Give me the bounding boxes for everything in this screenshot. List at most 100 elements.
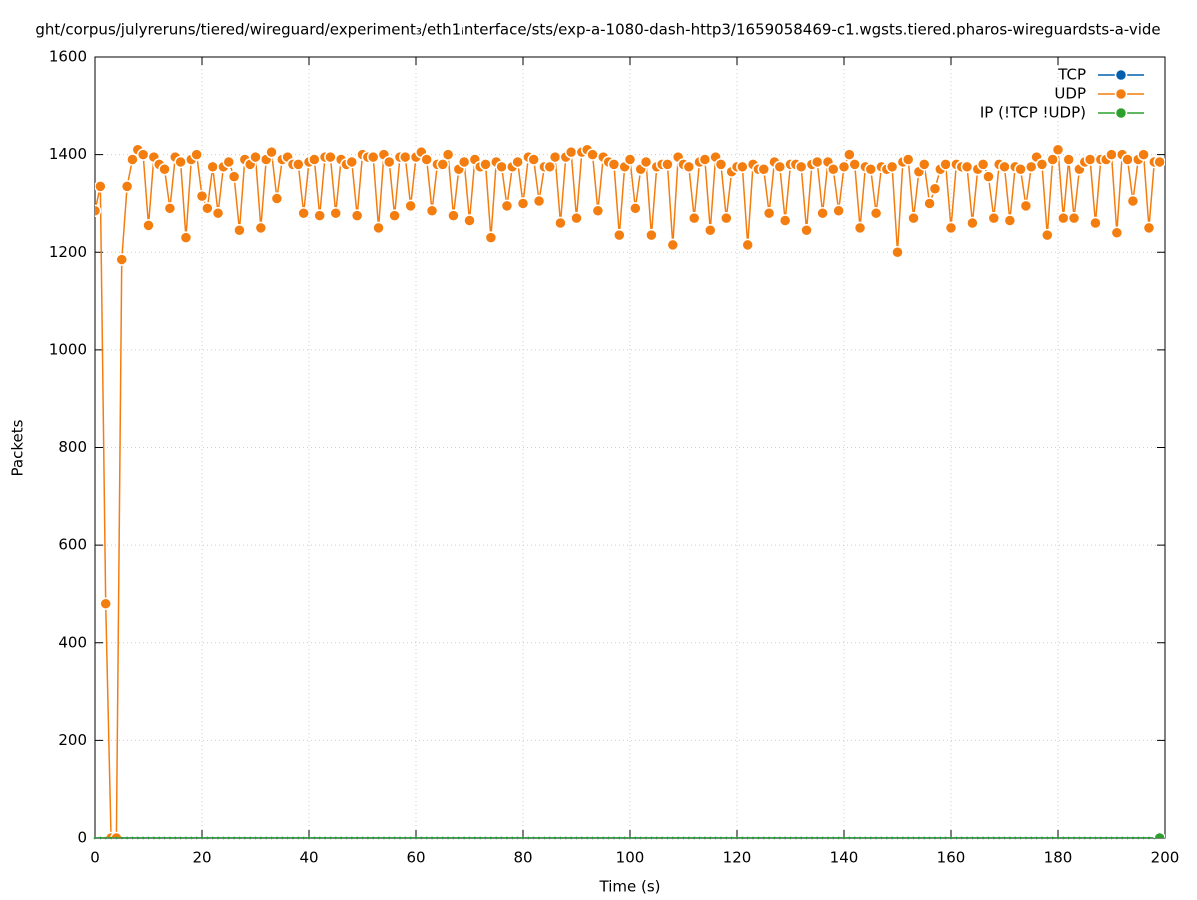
point: [446, 836, 450, 840]
y-tick-label: 1600: [49, 48, 87, 66]
point: [457, 836, 460, 840]
point: [1147, 836, 1151, 840]
point: [843, 148, 856, 161]
point: [109, 836, 113, 840]
point: [837, 160, 851, 174]
point: [612, 836, 616, 840]
point: [965, 836, 969, 840]
point: [1035, 836, 1038, 840]
point: [500, 836, 503, 840]
point: [190, 836, 193, 840]
point: [607, 836, 610, 840]
point: [201, 202, 214, 215]
point: [1046, 836, 1049, 840]
point: [719, 836, 723, 840]
point: [998, 160, 1011, 174]
point: [532, 194, 546, 208]
point: [211, 206, 225, 220]
point: [291, 836, 295, 840]
point: [1003, 214, 1017, 227]
point: [521, 836, 525, 840]
point: [960, 160, 974, 174]
point: [174, 155, 187, 169]
point: [308, 153, 321, 166]
point: [639, 836, 642, 840]
point: [1030, 836, 1033, 840]
point: [254, 221, 268, 235]
point: [821, 836, 824, 840]
point: [976, 158, 990, 171]
point: [693, 836, 696, 840]
point: [746, 836, 749, 840]
point: [966, 216, 979, 230]
point: [1057, 211, 1070, 225]
point: [516, 836, 519, 840]
x-tick-label: 180: [1044, 849, 1073, 867]
point: [158, 836, 161, 840]
point: [1137, 836, 1140, 840]
point: [778, 836, 781, 840]
point: [987, 211, 1001, 225]
point: [141, 836, 145, 840]
point: [564, 145, 578, 159]
point: [703, 836, 707, 840]
point: [537, 836, 541, 840]
point: [249, 150, 262, 164]
x-tick-label: 0: [90, 849, 100, 867]
y-tick-label: 0: [77, 829, 87, 847]
point: [527, 153, 540, 166]
point: [425, 836, 428, 840]
point: [452, 836, 455, 840]
y-axis-label: Packets: [9, 419, 27, 476]
x-tick-label: 40: [299, 849, 318, 867]
x-tick-label: 120: [723, 849, 752, 867]
point: [901, 153, 915, 166]
point: [1099, 836, 1103, 840]
point: [981, 836, 985, 840]
point: [880, 836, 883, 840]
point: [420, 836, 423, 840]
point: [350, 209, 364, 222]
point: [741, 836, 744, 840]
point: [736, 160, 749, 174]
point: [826, 836, 830, 840]
point: [725, 836, 728, 840]
point: [1153, 155, 1165, 169]
point: [383, 155, 396, 169]
point: [1051, 143, 1065, 156]
point: [168, 836, 172, 840]
point: [500, 199, 514, 213]
point: [1035, 158, 1049, 171]
point: [232, 836, 236, 840]
point: [1072, 836, 1076, 840]
point: [339, 836, 343, 840]
point: [1094, 836, 1097, 840]
point: [666, 238, 680, 252]
point: [864, 836, 867, 840]
point: [436, 836, 439, 840]
point: [800, 224, 813, 237]
point: [399, 150, 412, 164]
point: [1142, 221, 1156, 235]
point: [596, 836, 600, 840]
point: [200, 836, 204, 840]
point: [923, 197, 936, 210]
point: [1110, 836, 1113, 840]
point: [505, 836, 509, 840]
point: [762, 206, 776, 220]
point: [179, 836, 182, 840]
y-tick-label: 200: [58, 731, 87, 749]
point: [644, 836, 648, 840]
point: [564, 836, 567, 840]
point: [350, 836, 353, 840]
point: [158, 163, 171, 176]
point: [420, 153, 433, 166]
point: [313, 209, 326, 222]
point: [334, 836, 337, 840]
point: [660, 836, 664, 840]
point: [553, 836, 557, 840]
point: [404, 836, 407, 840]
point: [751, 836, 755, 840]
point: [275, 836, 279, 840]
